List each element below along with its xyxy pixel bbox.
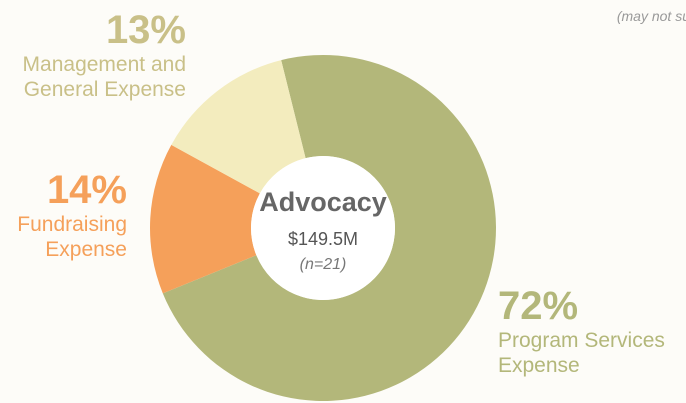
center-value: $149.5M: [288, 229, 358, 249]
percent-label: 72%: [498, 284, 579, 328]
slice-label: 14% Fundraising Expense: [0, 168, 127, 262]
category-label: Program Services Expense: [498, 329, 665, 377]
category-label: Fundraising Expense: [17, 213, 127, 261]
slice-label: 72% Program Services Expense: [498, 284, 683, 378]
center-title: Advocacy: [259, 187, 387, 217]
category-label: Management and General Expense: [22, 53, 186, 101]
donut-hole: [251, 156, 395, 300]
note: (may not su: [616, 8, 686, 24]
percent-label: 14%: [46, 168, 127, 212]
slice: [171, 60, 306, 194]
percent-label: 13%: [105, 8, 186, 52]
slice: [162, 55, 496, 402]
slice: [150, 144, 260, 294]
center-sample: (n=21): [300, 256, 347, 273]
slice-label: 13% Management and General Expense: [1, 8, 186, 102]
